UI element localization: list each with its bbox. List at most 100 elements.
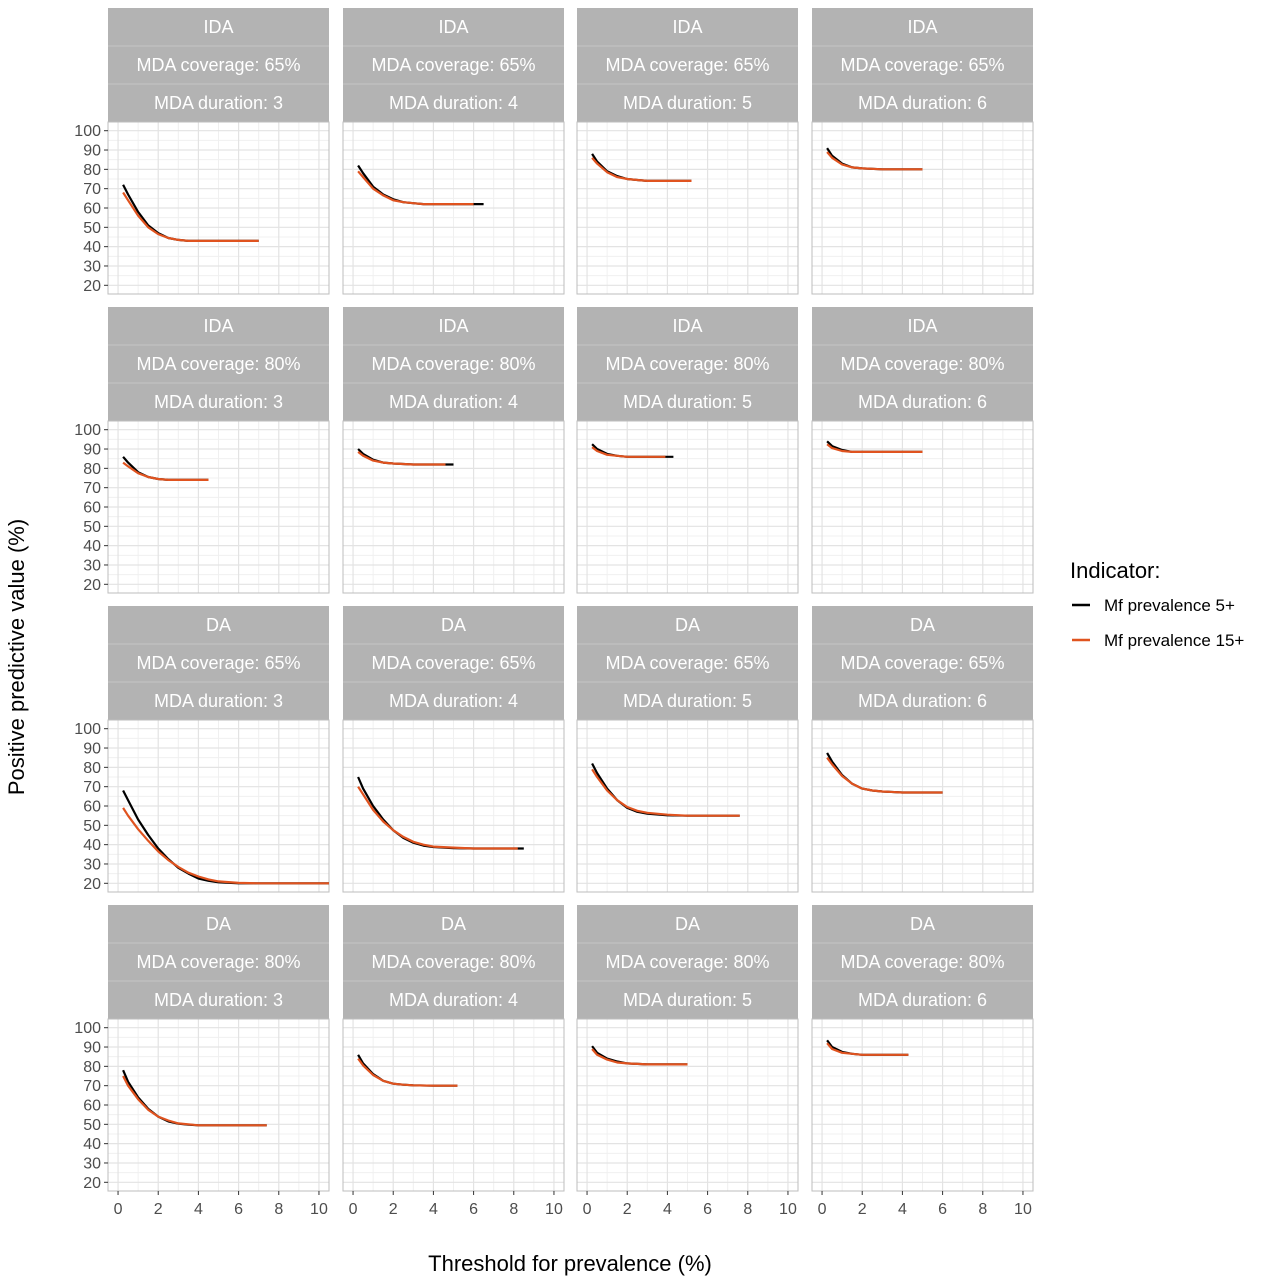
- y-tick-label: 90: [83, 741, 101, 758]
- panel-border: [576, 121, 799, 295]
- series-line-mf-15plus: [357, 170, 474, 206]
- strip-label: MDA coverage: 80%: [840, 952, 1004, 972]
- y-tick-label: 20: [83, 876, 101, 893]
- y-tick-label: 90: [83, 442, 101, 459]
- strip-label: DA: [675, 615, 700, 635]
- strip-label: IDA: [672, 17, 702, 37]
- panel-1: IDA MDA coverage: 65% MDA duration: 3 20 30 4…: [74, 8, 330, 295]
- strip-label: MDA duration: 6: [858, 93, 987, 113]
- strip-label: MDA coverage: 80%: [840, 354, 1004, 374]
- x-tick-label: 6: [234, 1201, 243, 1218]
- strip-background: [812, 905, 1033, 1019]
- panel-10: DA MDA coverage: 65% MDA duration: 4: [342, 606, 565, 893]
- y-tick-label: 70: [83, 480, 101, 497]
- strip-background: [577, 606, 798, 720]
- panel-6: IDA MDA coverage: 80% MDA duration: 4: [342, 307, 565, 594]
- strip-label: IDA: [203, 17, 233, 37]
- series-line-mf-15plus: [826, 757, 943, 794]
- strip-label: MDA coverage: 65%: [605, 653, 769, 673]
- strip-label: MDA duration: 4: [389, 93, 518, 113]
- series-line-mf-15plus: [357, 451, 446, 466]
- strip-label: MDA coverage: 80%: [605, 354, 769, 374]
- strip-label: IDA: [203, 316, 233, 336]
- y-tick-label: 80: [83, 760, 101, 777]
- y-tick-label: 70: [83, 779, 101, 796]
- x-tick-label: 0: [349, 1201, 358, 1218]
- series-line-mf-15plus: [591, 157, 692, 182]
- strip-label: MDA duration: 6: [858, 392, 987, 412]
- panel-border: [811, 121, 1034, 295]
- x-tick-label: 8: [743, 1201, 752, 1218]
- strip-background: [812, 606, 1033, 720]
- strip-label: MDA duration: 6: [858, 990, 987, 1010]
- panel-12: DA MDA coverage: 65% MDA duration: 6: [811, 606, 1034, 893]
- strip-label: IDA: [672, 316, 702, 336]
- x-tick-label: 8: [274, 1201, 283, 1218]
- strip-label: MDA coverage: 65%: [605, 55, 769, 75]
- legend-title: Indicator:: [1070, 558, 1161, 583]
- x-tick-label: 6: [703, 1201, 712, 1218]
- panel-8: IDA MDA coverage: 80% MDA duration: 6: [811, 307, 1034, 594]
- strip-label: MDA duration: 3: [154, 990, 283, 1010]
- x-tick-label: 10: [545, 1201, 563, 1218]
- panel-border: [342, 719, 565, 893]
- strip-label: MDA duration: 4: [389, 392, 518, 412]
- panel-16: DA MDA coverage: 80% MDA duration: 6 0 2 4 6 8 1…: [811, 905, 1034, 1218]
- legend-label-mf-15plus: Mf prevalence 15+: [1104, 631, 1244, 650]
- y-tick-label: 30: [83, 856, 101, 873]
- panel-border: [342, 121, 565, 295]
- y-tick-label: 60: [83, 799, 101, 816]
- strip-label: DA: [441, 615, 466, 635]
- panel-border: [811, 1018, 1034, 1192]
- x-tick-label: 10: [779, 1201, 797, 1218]
- y-tick-label: 30: [83, 557, 101, 574]
- y-tick-label: 60: [83, 500, 101, 517]
- strip-label: MDA coverage: 80%: [136, 952, 300, 972]
- strip-label: DA: [910, 615, 935, 635]
- panel-border: [342, 420, 565, 594]
- strip-background: [343, 8, 564, 122]
- panel-border: [576, 1018, 799, 1192]
- y-axis-title: Positive predictive value (%): [4, 519, 29, 795]
- series-line-mf-15plus: [591, 446, 666, 458]
- panel-14: DA MDA coverage: 80% MDA duration: 4 0 2 4 6 8 1…: [342, 905, 565, 1218]
- x-tick-label: 2: [623, 1201, 632, 1218]
- strip-background: [343, 307, 564, 421]
- y-tick-label: 50: [83, 818, 101, 835]
- strip-label: IDA: [907, 316, 937, 336]
- x-tick-label: 6: [938, 1201, 947, 1218]
- y-tick-label: 80: [83, 162, 101, 179]
- x-tick-label: 0: [818, 1201, 827, 1218]
- strip-label: DA: [675, 914, 700, 934]
- x-tick-label: 4: [429, 1201, 438, 1218]
- panel-5: IDA MDA coverage: 80% MDA duration: 3 20 30 4…: [74, 307, 330, 594]
- strip-label: IDA: [907, 17, 937, 37]
- strip-label: MDA coverage: 65%: [840, 653, 1004, 673]
- panel-7: IDA MDA coverage: 80% MDA duration: 5: [576, 307, 799, 594]
- x-tick-label: 8: [509, 1201, 518, 1218]
- y-tick-label: 60: [83, 1098, 101, 1115]
- strip-background: [577, 307, 798, 421]
- y-tick-label: 70: [83, 181, 101, 198]
- panel-9: DA MDA coverage: 65% MDA duration: 3 20 30 40…: [74, 606, 330, 893]
- y-tick-label: 40: [83, 538, 101, 555]
- strip-label: DA: [206, 914, 231, 934]
- strip-label: MDA coverage: 80%: [371, 952, 535, 972]
- strip-label: MDA coverage: 80%: [605, 952, 769, 972]
- strip-background: [577, 905, 798, 1019]
- series-line-mf-15plus: [122, 807, 329, 885]
- y-tick-label: 100: [74, 721, 101, 738]
- strip-background: [108, 606, 329, 720]
- strip-label: DA: [441, 914, 466, 934]
- strip-label: MDA duration: 6: [858, 691, 987, 711]
- x-tick-label: 2: [389, 1201, 398, 1218]
- strip-background: [108, 905, 329, 1019]
- y-tick-label: 100: [74, 123, 101, 140]
- y-tick-label: 50: [83, 1117, 101, 1134]
- series-line-mf-15plus: [122, 191, 259, 242]
- strip-label: MDA coverage: 65%: [136, 55, 300, 75]
- x-tick-label: 4: [194, 1201, 203, 1218]
- x-tick-label: 4: [663, 1201, 672, 1218]
